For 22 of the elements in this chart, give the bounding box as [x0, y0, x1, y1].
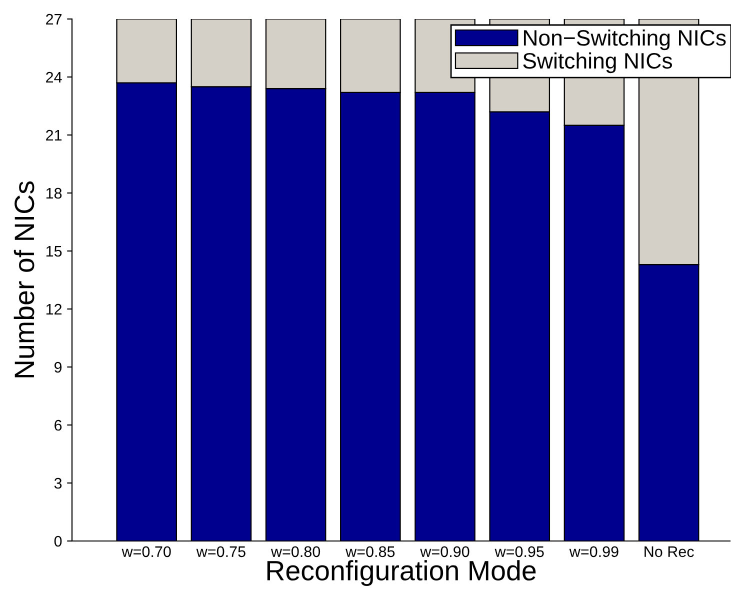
x-tick-label: w=0.85 — [346, 546, 395, 558]
x-tick-label: w=0.99 — [569, 546, 618, 558]
y-tick-label: 6 — [54, 420, 62, 431]
legend-label: Switching NICs — [523, 52, 672, 74]
y-tick-label: 12 — [46, 304, 62, 315]
y-tick-label: 9 — [54, 362, 62, 373]
x-tick-label: w=0.95 — [494, 546, 544, 558]
x-tick-label: No Rec — [644, 546, 694, 558]
y-tick-label: 0 — [54, 536, 62, 547]
y-axis-title: Number of NICs — [14, 181, 34, 378]
y-tick-label: 15 — [46, 246, 62, 257]
x-tick-label: w=0.90 — [420, 546, 470, 558]
x-tick-label: w=0.80 — [270, 546, 320, 558]
y-tick-label: 21 — [46, 130, 62, 141]
x-axis-title: Reconfiguration Mode — [267, 560, 536, 586]
legend-label: Non−Switching NICs — [524, 29, 726, 50]
y-tick-label: 3 — [54, 478, 62, 489]
y-tick-label: 24 — [46, 72, 62, 83]
y-tick-label: 18 — [46, 188, 62, 199]
x-tick-label: w=0.75 — [196, 546, 246, 558]
y-tick-label: 27 — [46, 14, 62, 25]
x-tick-label: w=0.70 — [122, 546, 171, 558]
